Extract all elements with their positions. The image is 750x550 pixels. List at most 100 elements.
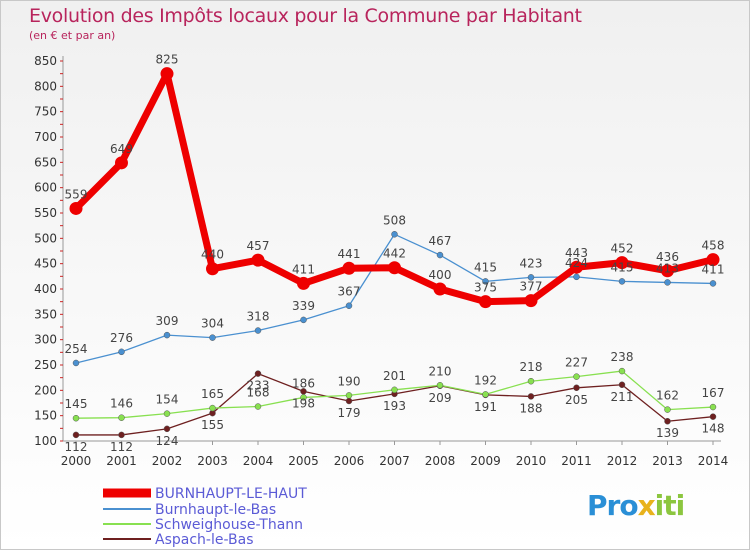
x-tick-label: 2013 xyxy=(652,454,683,468)
series-point-1 xyxy=(254,327,262,334)
series-point-3 xyxy=(664,417,671,425)
x-tick-label: 2014 xyxy=(698,454,729,468)
data-labels: 112 112 124 155 233 198 179 193 209 191 188 205 211 1… xyxy=(65,53,725,454)
data-label: 309 xyxy=(156,314,179,328)
series-point-3 xyxy=(254,370,262,377)
x-tick-label: 2009 xyxy=(470,454,501,468)
series-point-2 xyxy=(300,394,307,401)
series-point-2 xyxy=(618,367,626,375)
x-tick-label: 2000 xyxy=(61,454,92,468)
x-tick-label: 2007 xyxy=(379,454,410,468)
series-point-0 xyxy=(297,276,310,290)
data-label: 193 xyxy=(383,399,406,413)
series-point-3 xyxy=(573,384,580,392)
axes: 100 150 200 250 300 350 400 450 500 550 600 650 700 7… xyxy=(34,54,728,468)
x-tick-label: 2006 xyxy=(334,454,365,468)
series-point-0 xyxy=(615,256,629,270)
series-point-1 xyxy=(709,280,717,287)
series-point-1 xyxy=(72,359,80,367)
series-point-1 xyxy=(664,279,671,286)
data-label: 112 xyxy=(65,440,88,454)
series-point-3 xyxy=(345,397,353,405)
series-point-2 xyxy=(664,406,671,413)
series-point-1 xyxy=(618,278,626,285)
data-label: 218 xyxy=(520,360,543,374)
data-label: 415 xyxy=(474,260,497,274)
series-point-3 xyxy=(72,431,80,439)
y-tick-label: 750 xyxy=(34,105,57,119)
series-point-0 xyxy=(251,253,265,267)
x-tick-label: 2004 xyxy=(243,454,274,468)
series-point-1 xyxy=(391,231,398,238)
data-label: 227 xyxy=(565,356,588,370)
data-label: 148 xyxy=(702,422,725,436)
series-point-2 xyxy=(527,377,535,385)
series-point-0 xyxy=(524,294,538,308)
series-point-2 xyxy=(72,414,80,422)
data-label: 154 xyxy=(156,393,179,407)
legend-label: Aspach-le-Bas xyxy=(155,532,254,548)
data-label: 201 xyxy=(383,369,406,383)
data-label: 191 xyxy=(474,400,497,414)
data-label: 440 xyxy=(201,248,224,262)
series-point-2 xyxy=(482,391,489,398)
series-point-0 xyxy=(433,282,447,296)
data-label: 649 xyxy=(110,142,133,156)
series-point-1 xyxy=(300,316,307,324)
x-tick-label: 2011 xyxy=(561,454,592,468)
series-point-1 xyxy=(345,302,353,309)
x-tick-label: 2003 xyxy=(197,454,228,468)
series-point-0 xyxy=(570,260,583,274)
data-label: 198 xyxy=(292,396,315,410)
series-point-2 xyxy=(709,403,717,411)
data-label: 458 xyxy=(702,239,725,253)
chart-subtitle: (en € et par an) xyxy=(29,29,116,42)
series-point-3 xyxy=(163,425,171,433)
series-point-0 xyxy=(388,261,401,275)
x-tick-label: 2005 xyxy=(288,454,319,468)
data-label: 188 xyxy=(520,401,543,415)
series-point-2 xyxy=(209,404,216,412)
y-tick-label: 700 xyxy=(34,130,57,144)
data-label: 112 xyxy=(110,440,133,454)
data-label: 211 xyxy=(611,390,634,404)
data-label: 254 xyxy=(65,342,88,356)
data-label: 375 xyxy=(474,281,497,295)
series-point-2 xyxy=(345,392,353,399)
series-point-3 xyxy=(709,413,717,420)
y-tick-label: 800 xyxy=(34,79,57,93)
series-point-2 xyxy=(391,386,398,394)
series-layer xyxy=(69,67,720,439)
x-tick-label: 2012 xyxy=(607,454,638,468)
series-point-1 xyxy=(209,334,216,341)
series-point-3 xyxy=(527,393,535,400)
logo-part-2: x xyxy=(637,489,656,522)
series-point-0 xyxy=(160,67,174,81)
y-tick-label: 850 xyxy=(34,54,57,68)
data-label: 124 xyxy=(156,434,179,448)
data-label: 411 xyxy=(292,262,315,276)
data-label: 276 xyxy=(110,331,133,345)
data-label: 145 xyxy=(65,397,88,411)
series-point-1 xyxy=(118,348,125,356)
logo-part-1: Pro xyxy=(587,489,639,522)
data-label: 192 xyxy=(474,373,497,387)
series-point-0 xyxy=(69,201,83,215)
data-label: 190 xyxy=(338,374,361,388)
data-label: 209 xyxy=(429,391,452,405)
y-tick-label: 250 xyxy=(34,358,57,372)
series-point-3 xyxy=(118,431,125,439)
data-label: 205 xyxy=(565,393,588,407)
series-point-3 xyxy=(618,381,626,389)
y-tick-label: 150 xyxy=(34,409,57,423)
legend-label: Burnhaupt-le-Bas xyxy=(155,502,276,518)
series-point-0 xyxy=(342,261,356,275)
chart-title: Evolution des Impôts locaux pour la Comm… xyxy=(29,5,582,27)
x-tick-label: 2008 xyxy=(425,454,456,468)
data-label: 457 xyxy=(247,239,270,253)
series-point-2 xyxy=(573,373,580,380)
y-tick-label: 500 xyxy=(34,231,57,245)
data-label: 238 xyxy=(611,350,634,364)
